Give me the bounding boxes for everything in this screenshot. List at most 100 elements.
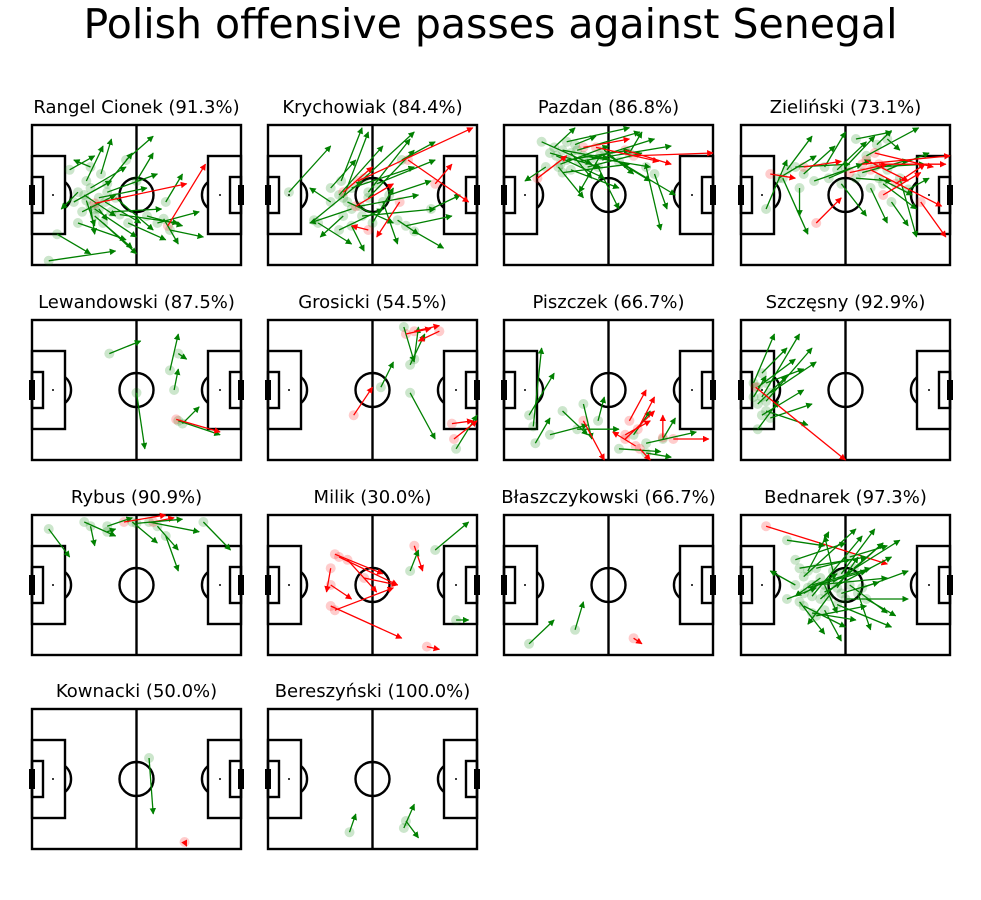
pass-start-point	[578, 142, 589, 153]
failed-pass-arrow	[755, 386, 847, 461]
right-penalty-area	[206, 544, 243, 626]
left-penalty-area	[739, 154, 776, 236]
right-penalty-spot	[691, 389, 693, 391]
pass-start-point	[338, 192, 349, 203]
completed-pass-arrow	[288, 145, 332, 193]
left-penalty-spot	[761, 584, 763, 586]
completed-pass-arrow	[845, 135, 876, 168]
left-penalty-area	[30, 738, 67, 820]
pass-start-point	[72, 218, 83, 228]
pass-start-point	[530, 438, 541, 449]
player-panel: Grosicki (54.5%)	[265, 292, 480, 462]
right-penalty-spot	[691, 194, 693, 196]
completed-pass-arrow	[178, 420, 221, 437]
failed-pass-arrow	[342, 166, 373, 193]
left-penalty-area	[266, 544, 303, 626]
right-penalty-arc	[200, 376, 209, 404]
completed-pass-arrow	[100, 138, 113, 175]
failed-pass-arrow	[637, 396, 656, 430]
pass-start-point	[104, 348, 115, 359]
pass-start-point	[578, 399, 589, 409]
completed-pass-arrow	[866, 127, 920, 157]
right-penalty-spot	[691, 584, 693, 586]
completed-pass-arrow	[107, 527, 117, 534]
failed-pass-arrow	[595, 146, 660, 164]
completed-pass-arrow	[85, 145, 104, 182]
completed-pass-arrow	[549, 423, 589, 436]
completed-pass-arrow	[836, 141, 867, 171]
right-penalty-area	[442, 738, 479, 820]
completed-pass-arrow	[135, 152, 154, 182]
completed-pass-arrow	[803, 605, 847, 628]
completed-pass-arrow	[382, 201, 399, 245]
completed-pass-arrow	[165, 535, 180, 572]
left-penalty-spot	[288, 389, 290, 391]
left-penalty-spot	[761, 194, 763, 196]
completed-pass-arrow	[148, 757, 157, 815]
pass-start-point	[886, 197, 897, 207]
failed-pass-arrow	[376, 201, 401, 238]
completed-pass-arrow	[361, 206, 436, 217]
pass-start-point	[375, 382, 386, 393]
completed-pass-arrow	[148, 521, 200, 534]
player-panel: Rybus (90.9%)	[29, 487, 244, 657]
failed-pass-arrow	[167, 163, 207, 227]
panel-title: Milik (30.0%)	[314, 487, 432, 508]
completed-pass-arrow	[401, 141, 436, 161]
completed-pass-arrow	[73, 180, 112, 203]
center-circle	[354, 371, 391, 409]
center-circle	[590, 371, 627, 409]
right-penalty-spot	[219, 778, 221, 780]
completed-pass-arrow	[803, 573, 838, 594]
failed-pass-arrow	[920, 201, 947, 238]
chart-title: Polish offensive passes against Senegal	[84, 0, 898, 48]
failed-pass-arrow	[537, 155, 568, 179]
left-penalty-spot	[524, 389, 526, 391]
right-penalty-arc	[436, 376, 445, 404]
player-panel: Pazdan (86.8%)	[501, 97, 716, 267]
completed-pass-arrow	[653, 173, 669, 210]
completed-pass-arrow	[811, 535, 863, 597]
completed-pass-arrow	[757, 400, 780, 430]
player-panel: Lewandowski (87.5%)	[29, 292, 244, 462]
completed-pass-arrow	[816, 558, 851, 569]
completed-pass-arrow	[359, 192, 420, 207]
completed-pass-arrow	[752, 375, 767, 398]
left-penalty-area	[266, 738, 303, 820]
left-penalty-area	[30, 349, 67, 431]
completed-pass-arrow	[662, 417, 676, 440]
pass-start-point	[536, 136, 547, 147]
failed-pass-arrow	[350, 224, 369, 231]
panel-title: Kownacki (50.0%)	[56, 681, 217, 702]
player-panel: Zieliński (73.1%)	[738, 97, 953, 267]
completed-pass-arrow	[107, 516, 133, 527]
left-penalty-arc	[64, 571, 73, 599]
completed-pass-arrow	[841, 580, 880, 595]
completed-pass-arrow	[824, 131, 847, 168]
completed-pass-arrow	[553, 127, 576, 148]
failed-pass-arrow	[612, 431, 637, 447]
completed-pass-arrow	[761, 347, 788, 374]
center-circle	[590, 176, 627, 214]
completed-pass-arrow	[403, 326, 416, 363]
completed-pass-arrow	[534, 417, 551, 444]
completed-pass-arrow	[822, 535, 834, 572]
pass-start-point	[344, 827, 355, 838]
right-penalty-spot	[928, 389, 930, 391]
panel-title: Bereszyński (100.0%)	[275, 681, 471, 702]
player-panel: Piszczek (66.7%)	[501, 292, 716, 462]
completed-pass-arrow	[136, 516, 184, 525]
completed-pass-arrow	[317, 222, 353, 245]
panel-title: Pazdan (86.8%)	[538, 97, 679, 118]
completed-pass-arrow	[761, 333, 801, 398]
completed-pass-arrow	[794, 577, 821, 597]
pass-start-point	[85, 162, 96, 172]
left-penalty-spot	[524, 584, 526, 586]
completed-pass-arrow	[104, 201, 142, 224]
pass-start-point	[752, 424, 763, 435]
completed-pass-arrow	[351, 225, 365, 252]
completed-pass-arrow	[528, 619, 555, 645]
failed-pass-arrow	[330, 605, 403, 639]
pass-start-point	[524, 410, 535, 421]
completed-pass-arrow	[109, 340, 142, 355]
